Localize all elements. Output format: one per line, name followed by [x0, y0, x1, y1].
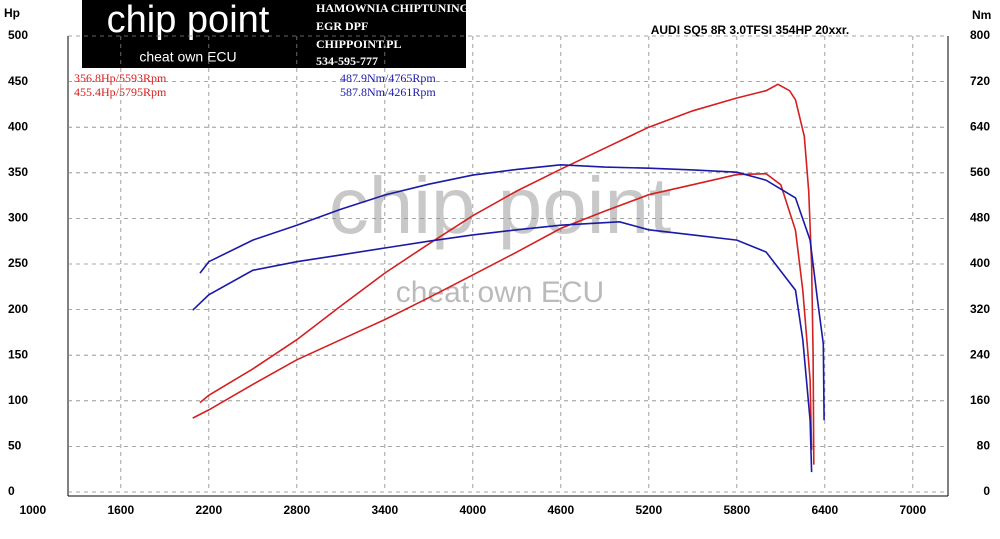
watermark-logo: chip point	[329, 161, 671, 250]
chart-title: AUDI SQ5 8R 3.0TFSI 354HP 20xxr.	[651, 23, 850, 37]
y-tick-label: 400	[8, 119, 28, 133]
logo: chip point	[107, 0, 270, 41]
x-tick-label: 1600	[107, 503, 134, 517]
y2-tick-label: 720	[970, 74, 990, 88]
annotation: 587.8Nm/4261Rpm	[340, 85, 436, 99]
header-line: EGR DPF	[316, 19, 368, 33]
x-tick-label: 5200	[635, 503, 662, 517]
y-tick-label: 200	[8, 302, 28, 316]
power-torque-curve	[192, 220, 813, 473]
y-tick-label: 100	[8, 393, 28, 407]
x-tick-label: 4600	[547, 503, 574, 517]
y-tick-label: 250	[8, 256, 28, 270]
y-tick-label: 300	[8, 211, 28, 225]
y-tick-label: 50	[8, 439, 22, 453]
y2-tick-label: 0	[983, 484, 990, 498]
y2-tick-label: 80	[977, 439, 991, 453]
y-tick-label: 350	[8, 165, 28, 179]
x-tick-label: 2800	[283, 503, 310, 517]
x-tick-label: 4000	[459, 503, 486, 517]
y2-tick-label: 640	[970, 119, 990, 133]
x-tick-label: 1000	[19, 503, 46, 517]
header-line: 534-595-777	[316, 54, 378, 68]
x-tick-label: 3400	[371, 503, 398, 517]
y-tick-label: 150	[8, 347, 28, 361]
x-tick-label: 5800	[723, 503, 750, 517]
y2-tick-label: 400	[970, 256, 990, 270]
y-axis-label: Hp	[4, 6, 20, 20]
x-tick-label: 7000	[899, 503, 926, 517]
annotation: 455.4Hp/5795Rpm	[74, 85, 167, 99]
y-tick-label: 450	[8, 74, 28, 88]
y2-tick-label: 160	[970, 393, 990, 407]
y2-tick-label: 480	[970, 211, 990, 225]
y2-tick-label: 560	[970, 165, 990, 179]
y2-tick-label: 320	[970, 302, 990, 316]
header-line: HAMOWNIA CHIPTUNING	[316, 1, 469, 15]
x-tick-label: 6400	[811, 503, 838, 517]
logo-tagline: cheat own ECU	[139, 49, 236, 65]
header-line: CHIPPOINT.PL	[316, 37, 401, 51]
watermark-tagline: cheat own ECU	[396, 276, 604, 309]
power-torque-curve	[199, 163, 825, 421]
y-tick-label: 500	[8, 28, 28, 42]
y2-axis-label: Nm	[972, 8, 991, 22]
annotation: 356.8Hp/5593Rpm	[74, 71, 167, 85]
x-tick-label: 2200	[195, 503, 222, 517]
power-torque-curve	[192, 172, 813, 451]
power-torque-curve	[199, 83, 815, 465]
y2-tick-label: 800	[970, 28, 990, 42]
annotation: 487.9Nm/4765Rpm	[340, 71, 436, 85]
y-tick-label: 0	[8, 484, 15, 498]
y2-tick-label: 240	[970, 347, 990, 361]
logo-box	[82, 0, 466, 68]
